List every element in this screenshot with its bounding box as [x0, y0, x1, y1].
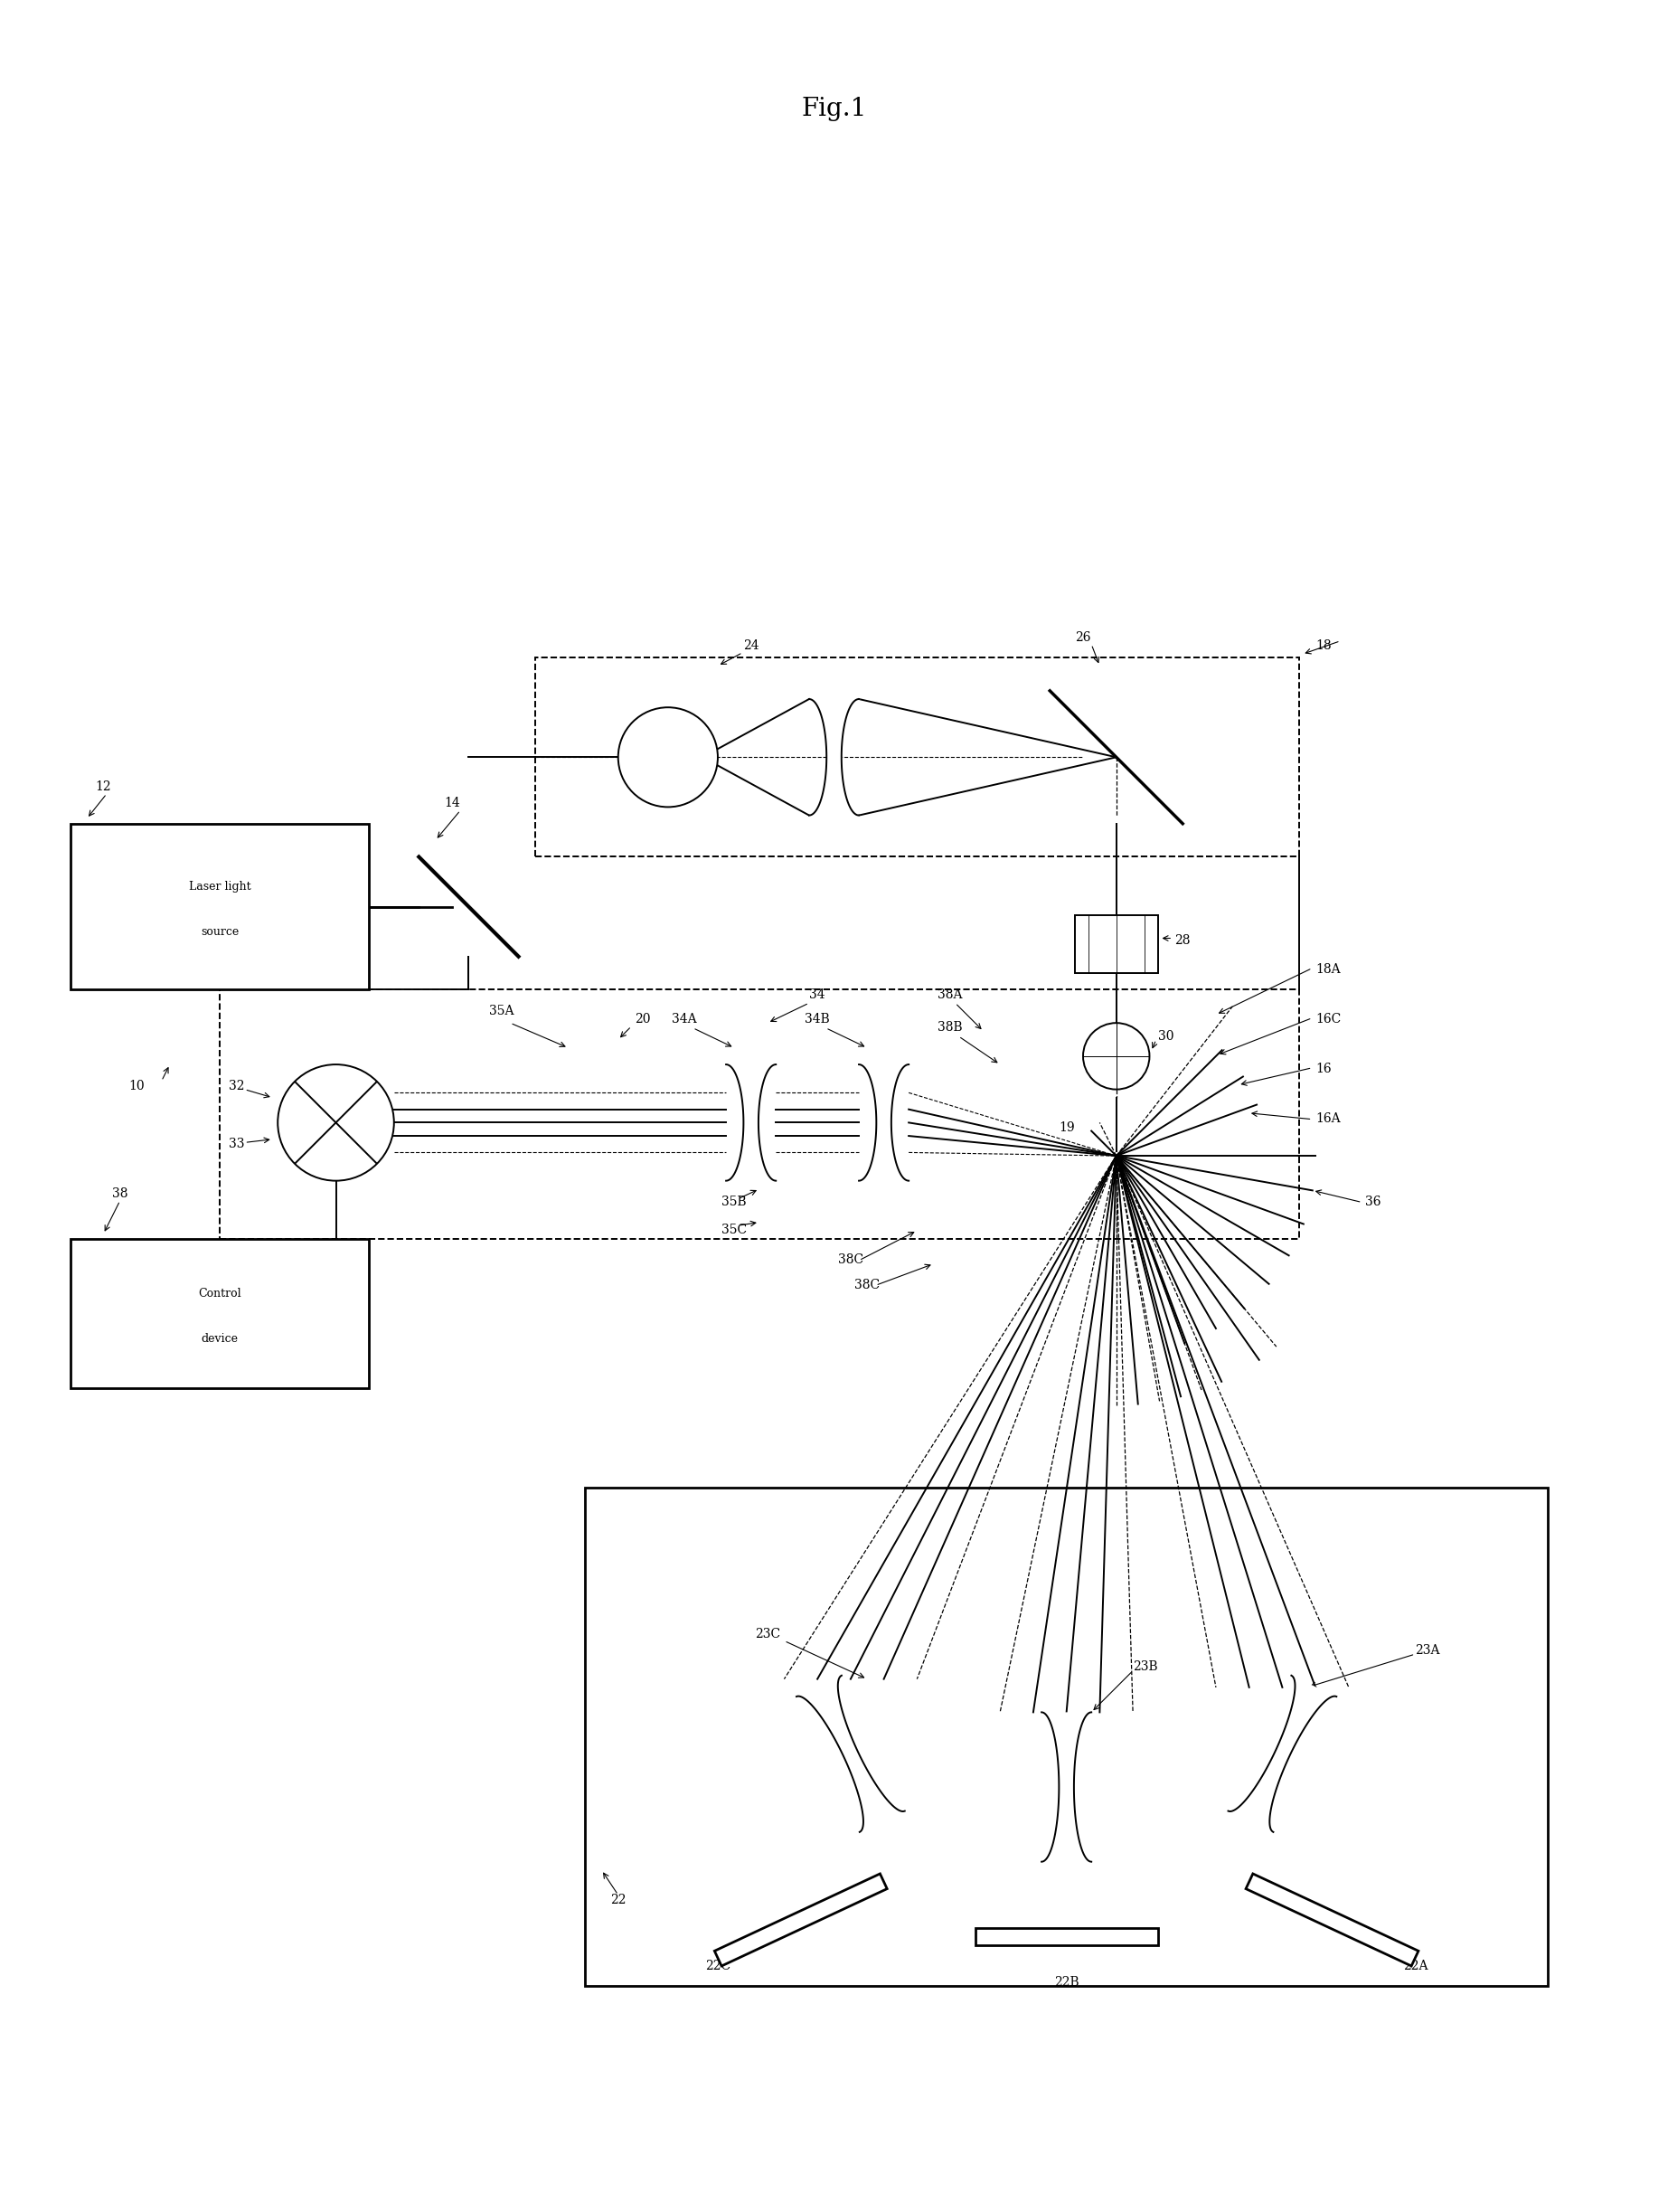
Bar — [535, 657, 1299, 856]
Bar — [585, 1489, 1548, 1986]
Text: 38C: 38C — [854, 1279, 881, 1292]
Circle shape — [279, 1064, 394, 1181]
Bar — [70, 823, 369, 989]
Text: 35C: 35C — [722, 1223, 747, 1237]
Text: 16C: 16C — [1316, 1013, 1341, 1026]
Text: source: source — [200, 925, 239, 938]
Polygon shape — [976, 1929, 1158, 1944]
Text: 36: 36 — [1366, 1197, 1381, 1208]
Text: 18: 18 — [1316, 639, 1331, 653]
Circle shape — [1083, 1022, 1149, 1088]
Text: 38A: 38A — [937, 989, 962, 1000]
Text: 16: 16 — [1316, 1062, 1331, 1075]
Text: 34: 34 — [809, 989, 826, 1000]
Polygon shape — [1041, 1712, 1091, 1863]
Text: device: device — [202, 1332, 239, 1345]
Text: Control: Control — [198, 1287, 242, 1301]
Polygon shape — [714, 1874, 887, 1966]
Text: 23B: 23B — [1133, 1661, 1158, 1674]
Text: 22B: 22B — [1054, 1975, 1079, 1989]
Bar — [1074, 916, 1158, 973]
Text: 23A: 23A — [1414, 1644, 1439, 1657]
Text: 34B: 34B — [806, 1013, 831, 1026]
Text: 38: 38 — [112, 1188, 128, 1201]
Text: 26: 26 — [1076, 630, 1091, 644]
Text: 10: 10 — [128, 1079, 145, 1093]
Text: 33: 33 — [229, 1137, 244, 1150]
Bar — [70, 1239, 369, 1389]
Text: Fig.1: Fig.1 — [801, 97, 867, 122]
Text: 23C: 23C — [756, 1628, 781, 1641]
Text: 22C: 22C — [706, 1960, 731, 1973]
Text: 35A: 35A — [489, 1004, 514, 1018]
Text: Laser light: Laser light — [188, 880, 250, 894]
Text: 20: 20 — [636, 1013, 651, 1026]
Text: 35B: 35B — [722, 1197, 747, 1208]
Polygon shape — [1246, 1874, 1418, 1966]
Circle shape — [619, 708, 717, 807]
Text: 24: 24 — [742, 639, 759, 653]
Text: 22A: 22A — [1403, 1960, 1428, 1973]
Text: 19: 19 — [1059, 1121, 1074, 1133]
Text: 16A: 16A — [1316, 1113, 1341, 1126]
Text: 34A: 34A — [672, 1013, 697, 1026]
Polygon shape — [796, 1674, 904, 1832]
Text: 22: 22 — [610, 1893, 626, 1907]
Text: 32: 32 — [229, 1079, 244, 1093]
Text: 30: 30 — [1158, 1029, 1174, 1042]
Text: 38C: 38C — [837, 1254, 864, 1267]
Text: 38B: 38B — [937, 1022, 962, 1033]
Text: 12: 12 — [95, 781, 112, 794]
Text: 28: 28 — [1174, 933, 1191, 947]
Bar — [220, 989, 1299, 1239]
Polygon shape — [1228, 1674, 1336, 1832]
Text: 14: 14 — [444, 796, 460, 810]
Text: 18A: 18A — [1316, 962, 1341, 975]
